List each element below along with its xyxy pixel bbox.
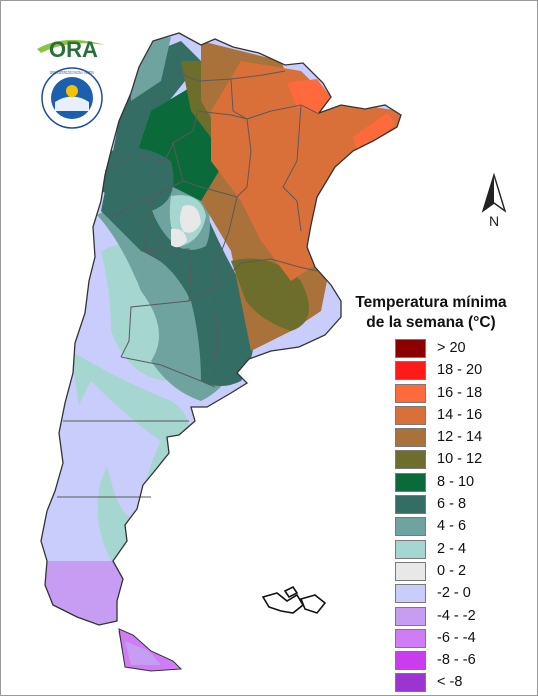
legend-title: Temperatura mínima de la semana (°C) [331, 293, 531, 333]
legend-label: 2 - 4 [437, 540, 467, 557]
legend-swatch [395, 561, 426, 581]
legend-title-line2: de la semana (°C) [366, 314, 496, 331]
legend-label: 12 - 14 [437, 429, 483, 446]
legend-swatch [395, 428, 426, 448]
legend: > 20 18 - 20 16 - 18 14 - 16 12 - 14 10 - 12 8… [395, 338, 535, 695]
temperature-zone [211, 61, 401, 281]
legend-label: 10 - 12 [437, 451, 483, 468]
legend-swatch [395, 517, 426, 537]
legend-swatch [395, 450, 426, 470]
legend-label: < -8 [437, 674, 463, 691]
legend-swatch [395, 361, 426, 381]
legend-swatch [395, 606, 426, 626]
legend-swatch [395, 584, 426, 604]
malvinas-islands [261, 585, 327, 614]
legend-label: 18 - 20 [437, 362, 483, 379]
legend-item: 2 - 4 [395, 539, 535, 561]
legend-item: 14 - 16 [395, 405, 535, 427]
legend-label: 6 - 8 [437, 496, 467, 513]
seal-text: SERVICIO METEOROLÓGICO NACIONAL · ARGENT… [50, 70, 94, 75]
temperature-zone [171, 228, 187, 248]
legend-label: 14 - 16 [437, 406, 483, 423]
legend-swatch [395, 628, 426, 648]
legend-item: 12 - 14 [395, 427, 535, 449]
legend-swatch [395, 405, 426, 425]
legend-label: 0 - 2 [437, 562, 467, 579]
legend-item: -2 - 0 [395, 583, 535, 605]
legend-label: 4 - 6 [437, 518, 467, 535]
north-arrow: N [479, 172, 509, 231]
legend-item: 10 - 12 [395, 449, 535, 471]
ora-logo: ORA [37, 37, 105, 62]
temperature-zone [125, 641, 161, 665]
legend-item: 4 - 6 [395, 516, 535, 538]
legend-item: -8 - -6 [395, 650, 535, 672]
legend-item: 6 - 8 [395, 494, 535, 516]
legend-item: -6 - -4 [395, 628, 535, 650]
north-label: N [488, 213, 500, 229]
north-arrow-icon [481, 172, 507, 213]
legend-item: 18 - 20 [395, 360, 535, 382]
legend-item: < -8 [395, 672, 535, 694]
legend-item: -4 - -2 [395, 606, 535, 628]
legend-label: -8 - -6 [437, 652, 476, 669]
temperature-zone [71, 381, 161, 521]
legend-title-line1: Temperatura mínima [355, 294, 507, 311]
legend-item: 16 - 18 [395, 383, 535, 405]
legend-label: -2 - 0 [437, 585, 471, 602]
legend-label: -4 - -2 [437, 607, 476, 624]
smn-seal-logo: SERVICIO METEOROLÓGICO NACIONAL · ARGENT… [41, 67, 103, 129]
legend-swatch [395, 383, 426, 403]
legend-swatch [395, 495, 426, 515]
legend-swatch [395, 651, 426, 671]
legend-swatch [395, 339, 426, 358]
legend-label: 16 - 18 [437, 384, 483, 401]
legend-label: 8 - 10 [437, 473, 475, 490]
legend-label: > 20 [437, 340, 466, 356]
legend-swatch [395, 539, 426, 559]
legend-item: 0 - 2 [395, 561, 535, 583]
legend-swatch [395, 673, 426, 693]
tierra-del-fuego [118, 628, 183, 672]
temperature-zone [180, 205, 201, 233]
legend-label: -6 - -4 [437, 629, 476, 646]
svg-text:ORA: ORA [49, 37, 98, 62]
legend-item: > 20 [395, 338, 535, 360]
temperature-zone [101, 161, 255, 386]
temperature-zone [287, 79, 331, 113]
legend-item: 8 - 10 [395, 472, 535, 494]
legend-swatch [395, 472, 426, 492]
